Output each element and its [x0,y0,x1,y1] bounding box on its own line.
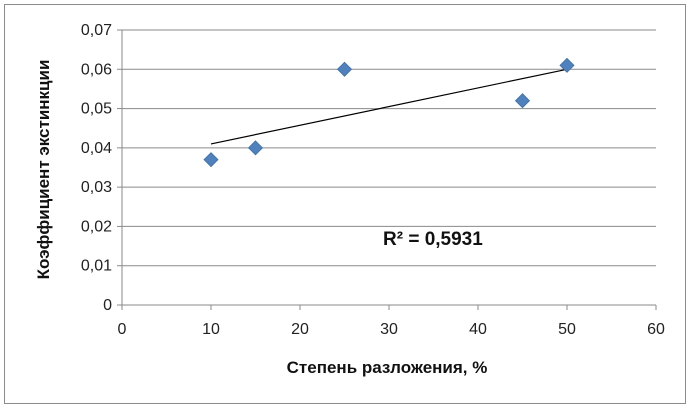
tick-labels: 0 0,01 0,02 0,03 0,04 0,05 0,06 0,07 0 10 20 30 40 50… [81,22,665,338]
x-tick-label: 30 [380,321,398,338]
x-tick-label: 40 [469,321,487,338]
x-axis-title: Степень разложения, % [287,358,488,377]
x-tick-label: 20 [291,321,309,338]
r-squared-label: R² = 0,5931 [383,229,483,250]
y-axis-title: Коэффициент экстинкции [34,60,53,280]
x-tick-label: 10 [202,321,220,338]
data-point [336,61,353,77]
x-tick-label: 60 [647,321,665,338]
trendline-group [210,68,568,145]
y-tick-label: 0,06 [81,61,112,78]
axes [117,29,657,310]
y-tick-label: 0,04 [81,140,112,157]
x-tick-label: 50 [558,321,576,338]
y-tick-label: 0,05 [81,101,112,118]
data-point [247,140,264,156]
y-tick-label: 0,07 [81,22,112,39]
y-tick-label: 0,02 [81,218,112,235]
data-point [203,152,219,168]
data-point [514,93,531,109]
data-points [203,57,575,168]
x-tick-label: 0 [118,321,127,338]
y-tick-label: 0,01 [81,258,112,275]
y-tick-label: 0 [103,297,112,314]
data-point [559,57,575,73]
trendline [210,68,568,145]
y-tick-label: 0,03 [81,179,112,196]
